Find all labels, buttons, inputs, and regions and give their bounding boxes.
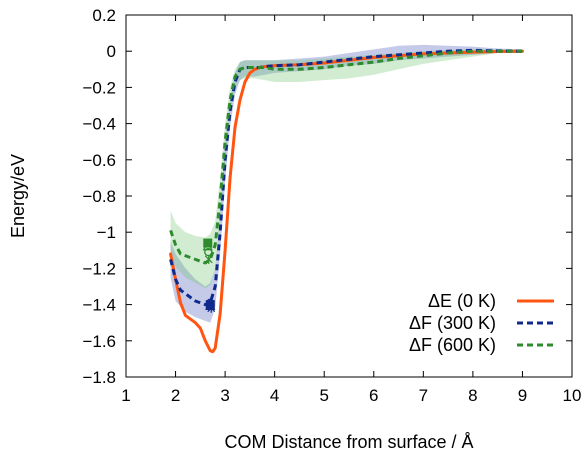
x-tick-label: 3 — [220, 386, 229, 405]
y-tick-label: −0.4 — [82, 115, 116, 134]
x-tick-label: 5 — [319, 386, 328, 405]
y-tick-label: −0.8 — [82, 187, 116, 206]
uncertainty-bands — [170, 44, 523, 323]
y-tick-label: −1.6 — [82, 332, 116, 351]
marker-cross-f-300-k — [207, 303, 216, 313]
x-tick-label: 4 — [270, 386, 279, 405]
x-tick-label: 8 — [468, 386, 477, 405]
y-tick-label: −1 — [97, 223, 116, 242]
x-tick-label: 1 — [121, 386, 130, 405]
axis-ticks: 1 2 3 4 5 6 7 8 9 10 0.2 0 −0.2 −0.4 −0.6 −0.8 −1 −1.2 −1.… — [82, 6, 581, 405]
marker-triangle-f-600-k — [202, 241, 213, 251]
y-tick-label: −1.8 — [82, 368, 116, 387]
x-tick-label: 6 — [369, 386, 378, 405]
series-line-e-0-k — [169, 49, 524, 354]
x-tick-label: 2 — [171, 386, 180, 405]
series-lines — [169, 48, 524, 354]
marker-square-f-300-k — [205, 300, 215, 310]
y-tick-label: −1.4 — [82, 296, 116, 315]
series-line-f-300-k — [169, 48, 523, 307]
band-f-600-k — [170, 49, 523, 289]
y-tick-label: −1.2 — [82, 259, 116, 278]
x-axis-label: COM Distance from surface / Å — [224, 432, 473, 452]
x-tick-label: 7 — [419, 386, 428, 405]
band-f-300-k — [170, 44, 523, 323]
x-tick-label: 9 — [518, 386, 527, 405]
marker-cross-f-600-k — [204, 254, 213, 264]
legend-label-f-300-k: ΔF (300 K) — [409, 313, 496, 333]
y-tick-label: 0 — [107, 42, 116, 61]
y-axis-label: Energy/eV — [8, 154, 28, 238]
legend-label-f-600-k: ΔF (600 K) — [409, 335, 496, 355]
y-tick-label: 0.2 — [92, 6, 116, 25]
x-tick-label: 10 — [563, 386, 582, 405]
legend-label-e-0-k: ΔE (0 K) — [428, 291, 496, 311]
y-tick-label: −0.2 — [82, 78, 116, 97]
markers — [202, 238, 216, 313]
marker-circle-f-300-k — [206, 298, 215, 307]
series-line-f-600-k — [169, 49, 523, 265]
legend: ΔE (0 K)ΔF (300 K)ΔF (600 K) — [409, 291, 554, 355]
y-tick-label: −0.6 — [82, 151, 116, 170]
